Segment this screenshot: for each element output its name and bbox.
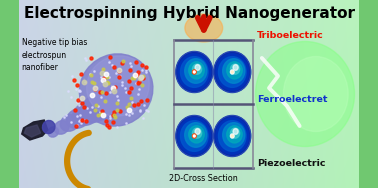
Polygon shape [25,125,40,137]
Circle shape [189,126,204,143]
Ellipse shape [85,89,122,120]
Text: Ferroelectret: Ferroelectret [257,96,328,105]
Circle shape [180,57,208,87]
Circle shape [214,115,251,156]
Circle shape [231,70,234,74]
Circle shape [192,134,196,138]
Ellipse shape [73,102,101,126]
Circle shape [227,62,242,79]
Ellipse shape [284,57,348,131]
Ellipse shape [42,121,55,133]
Circle shape [223,59,245,83]
Circle shape [192,70,196,74]
Circle shape [231,71,233,73]
Text: Piezoelectric: Piezoelectric [257,158,326,168]
Circle shape [218,121,246,151]
Circle shape [194,71,195,73]
Ellipse shape [67,108,90,128]
Ellipse shape [185,14,223,42]
Ellipse shape [79,54,153,126]
Circle shape [195,129,200,134]
Text: Negative tip bias
electrospun
nanofiber: Negative tip bias electrospun nanofiber [22,38,87,72]
Circle shape [223,123,245,147]
Circle shape [214,52,251,92]
Circle shape [185,123,207,147]
Ellipse shape [91,83,132,117]
Circle shape [176,52,213,92]
Circle shape [216,118,248,154]
Ellipse shape [87,56,149,116]
Circle shape [231,134,234,138]
Circle shape [178,54,211,90]
Circle shape [185,59,207,83]
Circle shape [176,115,213,156]
Circle shape [180,121,208,151]
Circle shape [227,126,242,143]
Text: Triboelectric: Triboelectric [257,30,324,39]
Ellipse shape [54,121,69,134]
Circle shape [192,128,201,138]
Circle shape [192,64,201,74]
Text: Electrospinning Hybrid Nanogenerator: Electrospinning Hybrid Nanogenerator [23,6,355,21]
Circle shape [231,128,240,138]
Circle shape [233,65,238,70]
Circle shape [189,62,204,79]
Text: 2D-Cross Section: 2D-Cross Section [169,174,238,183]
Ellipse shape [256,42,355,146]
Circle shape [195,65,200,70]
Circle shape [216,54,248,90]
Circle shape [233,129,238,134]
Ellipse shape [48,127,59,137]
Circle shape [231,135,233,137]
Circle shape [218,57,246,87]
Circle shape [178,118,211,154]
Circle shape [231,64,240,74]
Ellipse shape [79,96,111,123]
Polygon shape [22,120,48,140]
Ellipse shape [60,114,80,131]
Circle shape [194,135,195,137]
